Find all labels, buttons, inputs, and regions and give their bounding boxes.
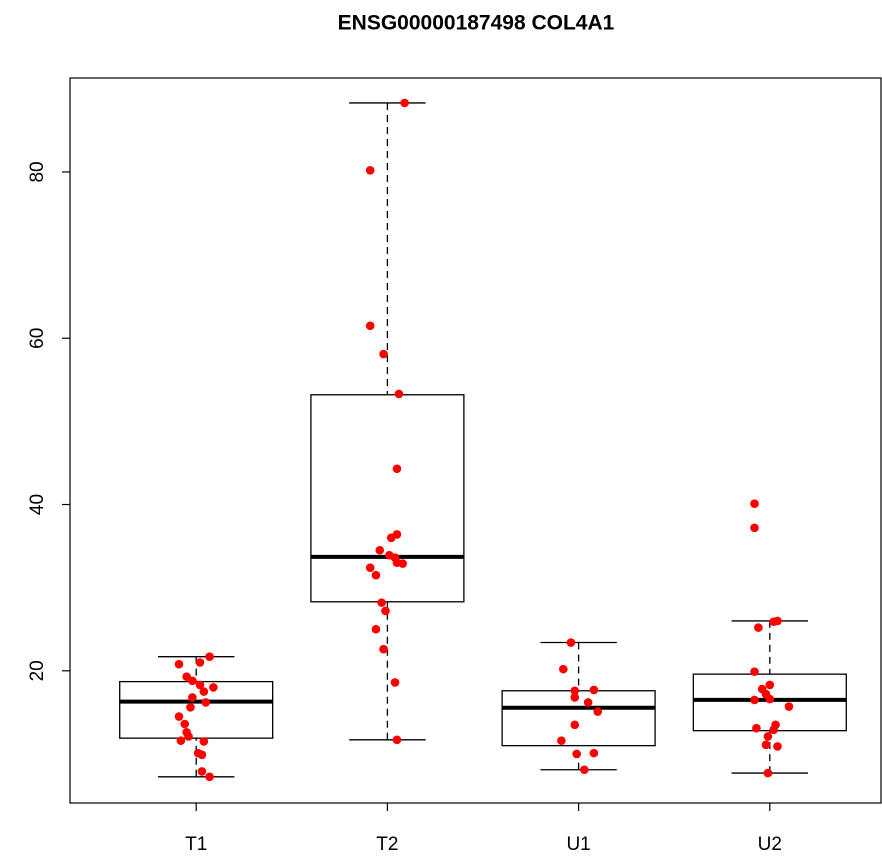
point (752, 723, 761, 733)
point (174, 712, 184, 721)
point (589, 685, 599, 695)
point (195, 658, 205, 667)
point (205, 652, 214, 661)
point (400, 98, 409, 108)
point (784, 702, 794, 711)
y-tick-label: 40 (27, 494, 48, 515)
point (572, 749, 581, 759)
y-tick-label: 80 (27, 161, 48, 182)
point (365, 165, 375, 175)
point (566, 638, 576, 647)
point (750, 667, 759, 676)
point (174, 659, 184, 669)
point (773, 742, 782, 751)
plot-border (69, 77, 882, 804)
box (310, 394, 465, 603)
y-tick-label: 60 (27, 328, 48, 349)
point (754, 623, 763, 632)
point (365, 563, 375, 573)
point (580, 765, 589, 775)
x-tick-label: T1 (185, 834, 207, 855)
point (557, 736, 566, 745)
point (765, 680, 775, 690)
point (365, 321, 375, 331)
x-tick-label: U1 (566, 834, 590, 855)
point (763, 768, 773, 778)
point (390, 678, 400, 687)
point (195, 680, 205, 690)
point (392, 464, 402, 474)
point (209, 683, 218, 692)
point (381, 606, 390, 616)
point (750, 499, 759, 508)
point (188, 693, 197, 702)
point (176, 736, 186, 745)
point (570, 686, 580, 696)
point (769, 617, 778, 627)
point (186, 703, 195, 712)
point (201, 698, 211, 707)
point (199, 737, 209, 746)
point (371, 624, 381, 634)
point (379, 349, 388, 359)
box (119, 680, 274, 739)
point (750, 523, 759, 533)
point (377, 598, 386, 607)
point (750, 695, 759, 705)
chart-title: ENSG00000187498 COL4A1 (338, 12, 615, 35)
point (761, 740, 771, 750)
point (197, 750, 207, 760)
point (375, 545, 385, 555)
point (589, 748, 599, 758)
point (184, 732, 193, 741)
point (394, 389, 404, 399)
point (583, 698, 593, 707)
point (763, 732, 773, 741)
point (593, 707, 603, 716)
point (386, 533, 396, 543)
x-tick-label: U2 (758, 834, 782, 855)
y-tick-label: 20 (27, 660, 48, 681)
point (765, 694, 775, 704)
point (371, 570, 381, 580)
point (205, 772, 214, 782)
point (199, 687, 209, 696)
point (180, 719, 190, 729)
point (769, 725, 778, 735)
point (570, 693, 580, 702)
point (379, 644, 388, 654)
point (559, 664, 568, 674)
x-tick-label: T2 (376, 834, 398, 855)
point (392, 735, 402, 745)
point (188, 676, 197, 686)
point (197, 767, 207, 776)
point (398, 559, 407, 568)
point (570, 720, 580, 730)
